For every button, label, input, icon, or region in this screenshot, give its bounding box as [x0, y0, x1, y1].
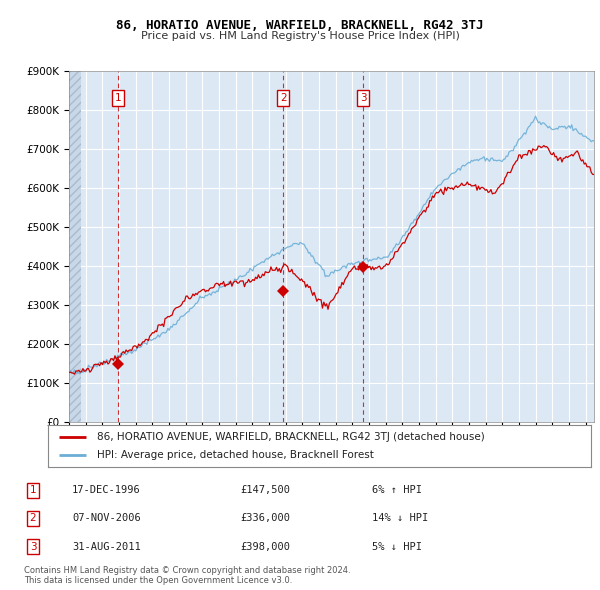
- Text: £398,000: £398,000: [240, 542, 290, 552]
- Text: 3: 3: [360, 93, 367, 103]
- Text: 2: 2: [280, 93, 286, 103]
- Text: 07-NOV-2006: 07-NOV-2006: [72, 513, 141, 523]
- Text: HPI: Average price, detached house, Bracknell Forest: HPI: Average price, detached house, Brac…: [97, 450, 374, 460]
- Text: 2: 2: [29, 513, 37, 523]
- Text: Price paid vs. HM Land Registry's House Price Index (HPI): Price paid vs. HM Land Registry's House …: [140, 31, 460, 41]
- Text: 86, HORATIO AVENUE, WARFIELD, BRACKNELL, RG42 3TJ (detached house): 86, HORATIO AVENUE, WARFIELD, BRACKNELL,…: [97, 432, 485, 442]
- Text: 86, HORATIO AVENUE, WARFIELD, BRACKNELL, RG42 3TJ: 86, HORATIO AVENUE, WARFIELD, BRACKNELL,…: [116, 19, 484, 32]
- Text: 3: 3: [29, 542, 37, 552]
- Text: 1: 1: [29, 485, 37, 495]
- Text: 14% ↓ HPI: 14% ↓ HPI: [372, 513, 428, 523]
- Text: £147,500: £147,500: [240, 485, 290, 495]
- Text: 31-AUG-2011: 31-AUG-2011: [72, 542, 141, 552]
- Text: 6% ↑ HPI: 6% ↑ HPI: [372, 485, 422, 495]
- Text: 5% ↓ HPI: 5% ↓ HPI: [372, 542, 422, 552]
- Text: 1: 1: [115, 93, 122, 103]
- Text: 17-DEC-1996: 17-DEC-1996: [72, 485, 141, 495]
- Text: £336,000: £336,000: [240, 513, 290, 523]
- Text: Contains HM Land Registry data © Crown copyright and database right 2024.
This d: Contains HM Land Registry data © Crown c…: [24, 566, 350, 585]
